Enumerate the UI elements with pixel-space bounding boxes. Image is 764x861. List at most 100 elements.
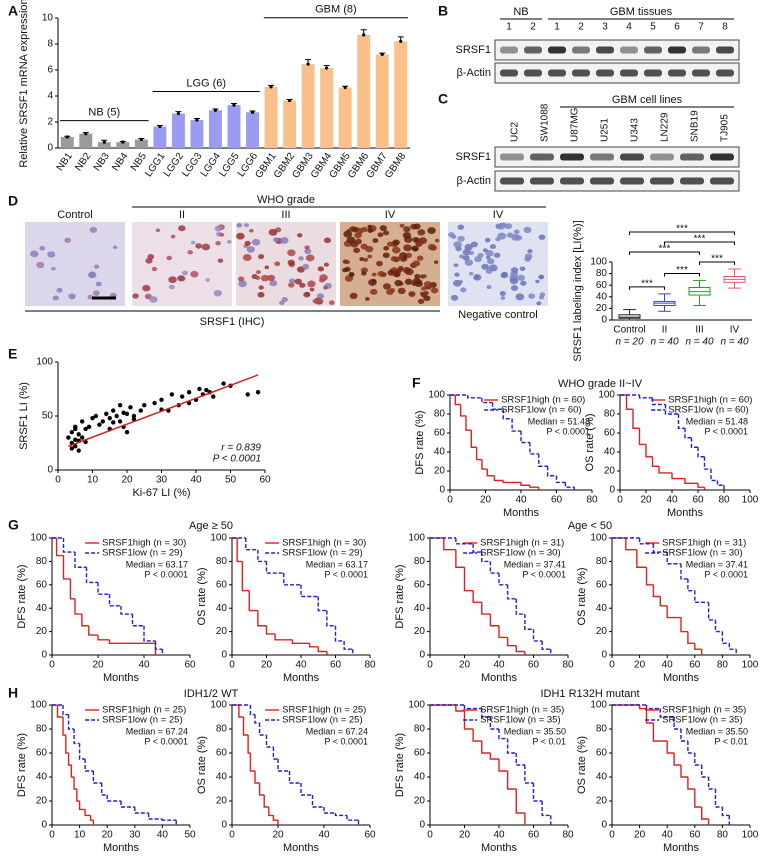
x-tick-label: 100 [742,495,759,506]
blot-band [692,46,710,54]
chart-title: Age < 50 [568,520,612,532]
group-label: GBM (8) [315,4,357,16]
y-tick-label: 50 [42,411,54,422]
x-tick-label: 80 [586,495,598,506]
survival-step [481,602,491,615]
survival-step [254,714,260,724]
nucleus [255,270,261,275]
data-dot [195,118,199,122]
survival-step [671,472,685,480]
survival-step [541,801,551,817]
x-tick-label: 40 [493,830,505,841]
nucleus [215,241,221,246]
survival-step [638,428,646,446]
y-tick-label: 40 [596,291,608,302]
y-tick-label: 20 [216,626,228,637]
x-tick-label: Control [613,325,645,336]
nucleus [244,223,249,228]
x-axis-label: Months [663,672,700,684]
y-tick-label: 60 [596,280,608,291]
bar [97,142,111,148]
nucleus [413,223,421,230]
blot-band [572,69,590,77]
significance-bracket [629,286,665,290]
bar [134,139,148,148]
nucleus [267,274,276,282]
nucleus [517,274,525,281]
x-axis-label: Months [283,842,320,854]
survival-step [658,466,672,474]
nucleus [170,234,176,239]
nucleus [433,260,439,264]
nucleus [454,272,460,277]
legend-label: SRSF1low (n = 30) [662,548,743,559]
significance-bracket [699,261,735,265]
x-tick-label: 20 [634,830,646,841]
nucleus [353,247,361,254]
nucleus [166,255,173,261]
y-tick-label: 100 [408,533,425,544]
survival-step [511,418,521,432]
nucleus [412,246,418,251]
nucleus [242,253,252,261]
nucleus [362,257,369,262]
x-tick-label: 50 [184,830,196,841]
survival-step [258,723,267,736]
x-axis-label: Months [283,672,320,684]
survival-step [475,447,482,461]
nucleus [474,275,479,279]
survival-step [459,404,466,417]
point [107,415,112,421]
y-tick-label: 100 [590,700,607,711]
survival-step [564,482,575,488]
nucleus [280,236,289,244]
x-tick-label: 20 [459,830,471,841]
y-tick-label: 100 [36,357,53,368]
x-tick-label: NB3 [92,151,112,174]
y-tick-label: 60 [434,428,446,439]
survival-step [108,639,121,644]
survival-step [659,596,668,607]
x-tick-label: 30 [129,830,141,841]
data-dot [213,108,218,112]
nucleus [376,260,383,267]
y-tick-label: 100 [590,533,607,544]
nucleus [392,269,401,277]
y-tick-label: 60 [36,579,48,590]
y-tick-label: 20 [216,796,228,807]
ihc-image [236,222,336,306]
significance-label: *** [711,254,723,265]
nucleus [304,248,312,255]
point [100,419,106,424]
nucleus [510,285,519,291]
survival-step [65,735,69,754]
nucleus [520,280,527,286]
survival-step [92,771,102,784]
nucleus [317,266,325,272]
legend-label: SRSF1high (n = 31) [662,538,746,549]
survival-step [697,483,705,488]
point [79,435,85,440]
box [618,314,641,319]
y-tick-label: 0 [47,465,53,476]
nucleus [360,243,368,250]
survival-step [690,437,698,448]
x-axis-label: Months [503,507,540,519]
survival-step [555,475,566,484]
survival-step [677,414,685,429]
survival-step [687,631,695,644]
point [90,415,95,421]
nucleus [481,263,490,270]
survival-step [538,453,548,467]
x-tick-label: 60 [689,660,701,671]
blot-band [650,177,674,185]
y-tick-label: 80 [414,724,426,735]
annotation: Median = 63.17 [126,559,188,569]
y-tick-label: 80 [596,724,608,735]
blot-band [620,153,644,161]
survival-step [506,771,517,790]
nucleus [351,226,359,233]
survival-step [506,637,517,647]
survival-step [666,605,681,619]
nucleus [451,234,457,239]
